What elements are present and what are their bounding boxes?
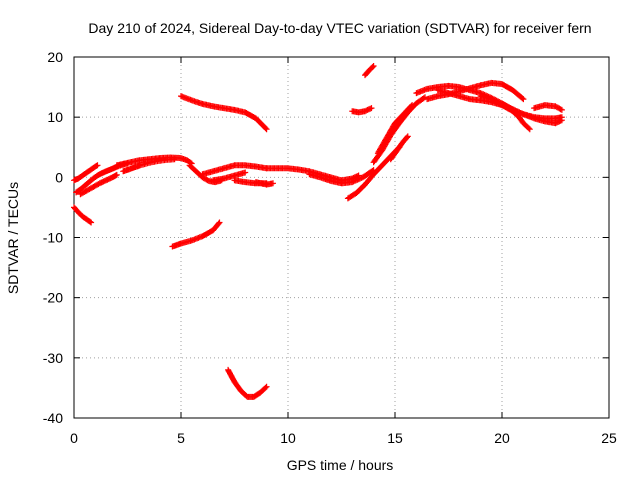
series-arc11 bbox=[306, 167, 377, 187]
data-point-markers bbox=[71, 162, 101, 184]
data-point-markers bbox=[387, 133, 411, 163]
axis-ticks bbox=[73, 56, 610, 419]
series-arc8 bbox=[210, 169, 249, 184]
series-arc14 bbox=[374, 102, 416, 157]
series-arc3 bbox=[77, 171, 120, 198]
data-point-markers bbox=[362, 63, 377, 79]
series-arc25 bbox=[362, 63, 377, 79]
data-point-markers bbox=[370, 94, 428, 166]
series-arc15 bbox=[387, 133, 411, 163]
x-tick-label: 20 bbox=[494, 430, 510, 446]
series-arc21 bbox=[178, 93, 270, 133]
x-tick-label: 10 bbox=[280, 430, 296, 446]
data-point-markers bbox=[349, 105, 375, 116]
data-point-markers bbox=[225, 366, 270, 400]
data-point-markers bbox=[210, 169, 249, 184]
data-point-markers bbox=[71, 204, 95, 226]
y-tick-label: -20 bbox=[43, 290, 63, 306]
y-tick-label: 10 bbox=[47, 109, 63, 125]
x-axis-label: GPS time / hours bbox=[287, 457, 394, 473]
series-arc26 bbox=[349, 105, 375, 116]
y-tick-label: 20 bbox=[47, 49, 63, 65]
data-point-markers bbox=[199, 162, 270, 178]
series-arc23 bbox=[71, 204, 95, 226]
y-tick-label: -10 bbox=[43, 230, 63, 246]
data-point-markers bbox=[178, 93, 270, 133]
data-marks bbox=[71, 63, 565, 400]
series-arc20 bbox=[531, 102, 565, 113]
y-tick-labels: -40 -30 -20 -10 0 10 20 bbox=[43, 49, 63, 426]
data-point-markers bbox=[477, 93, 533, 133]
series-arc22 bbox=[169, 219, 223, 250]
y-tick-label: 0 bbox=[55, 169, 63, 185]
chart-title: Day 210 of 2024, Sidereal Day-to-day VTE… bbox=[88, 20, 591, 36]
x-tick-label: 15 bbox=[387, 430, 403, 446]
series-arc24 bbox=[225, 366, 270, 400]
series-arc19 bbox=[477, 93, 533, 133]
series-arc5 bbox=[120, 156, 178, 175]
x-tick-label: 25 bbox=[601, 430, 617, 446]
x-tick-label: 5 bbox=[177, 430, 185, 446]
grid bbox=[74, 57, 609, 418]
series-arc13 bbox=[370, 94, 428, 166]
data-point-markers bbox=[531, 102, 565, 113]
x-tick-label: 0 bbox=[70, 430, 78, 446]
data-point-markers bbox=[169, 219, 223, 250]
data-point-markers bbox=[120, 156, 178, 175]
series-arc1 bbox=[71, 162, 101, 184]
y-tick-label: -40 bbox=[43, 410, 63, 426]
data-point-markers bbox=[252, 179, 276, 188]
data-point-markers bbox=[77, 171, 120, 198]
y-tick-label: -30 bbox=[43, 350, 63, 366]
y-axis-label: SDTVAR / TECUs bbox=[5, 182, 21, 294]
data-point-markers bbox=[306, 167, 377, 187]
series-arc7 bbox=[199, 162, 270, 178]
x-tick-labels: 0 5 10 15 20 25 bbox=[70, 430, 617, 446]
data-point-markers bbox=[374, 102, 416, 157]
series-arc27 bbox=[252, 179, 276, 188]
